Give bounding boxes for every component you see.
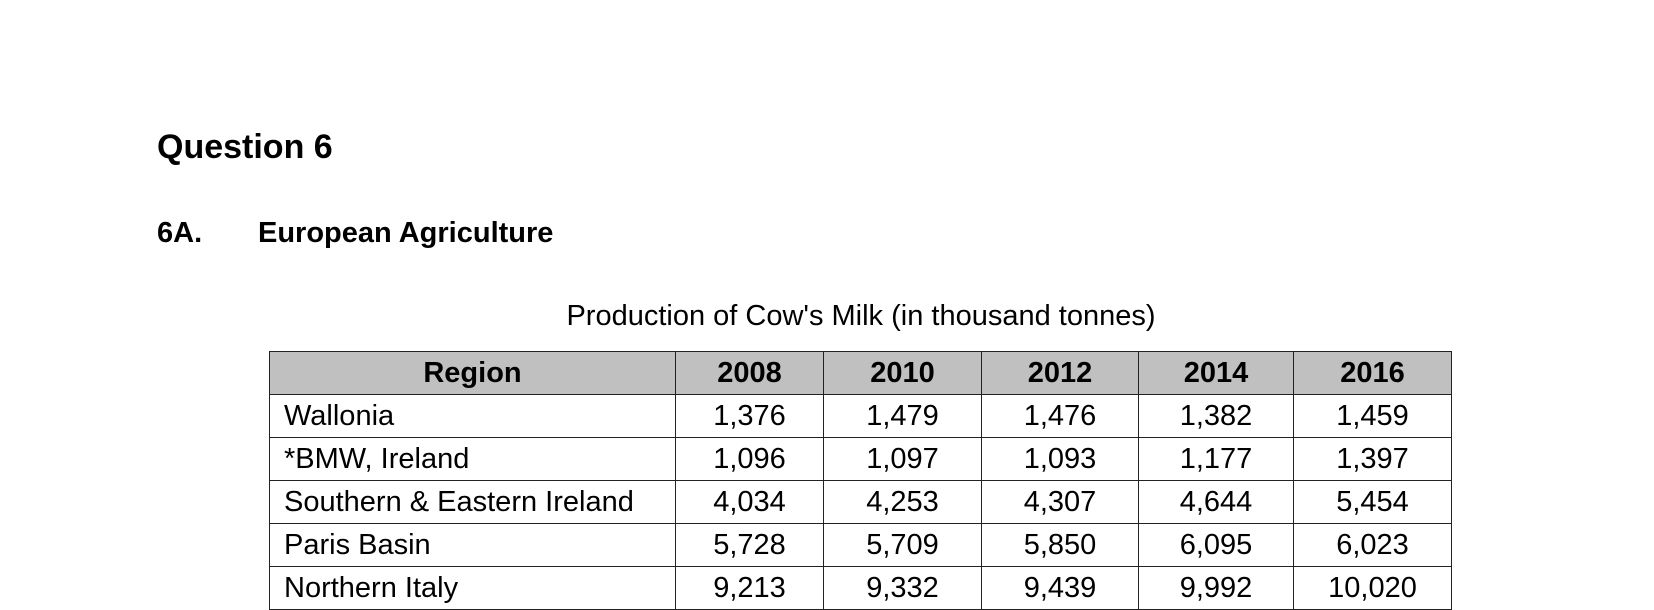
column-header-2016: 2016	[1293, 351, 1452, 395]
value-cell: 4,253	[823, 480, 982, 524]
column-header-2008: 2008	[675, 351, 824, 395]
region-cell: Wallonia	[269, 394, 676, 438]
region-cell: *BMW, Ireland	[269, 437, 676, 481]
table-row: Wallonia 1,376 1,479 1,476 1,382 1,459	[269, 394, 1452, 438]
section-number: 6A.	[157, 217, 203, 249]
table-row: *BMW, Ireland 1,096 1,097 1,093 1,177 1,…	[269, 437, 1452, 481]
section-title: European Agriculture	[258, 217, 554, 249]
value-cell: 1,476	[981, 394, 1139, 438]
milk-production-table: Region 2008 2010 2012 2014 2016 Wallonia…	[269, 351, 1452, 610]
value-cell: 5,728	[675, 523, 824, 567]
column-header-2014: 2014	[1138, 351, 1294, 395]
value-cell: 1,459	[1293, 394, 1452, 438]
table-caption: Production of Cow's Milk (in thousand to…	[566, 300, 1156, 332]
region-cell: Southern & Eastern Ireland	[269, 480, 676, 524]
table-row: Southern & Eastern Ireland 4,034 4,253 4…	[269, 480, 1452, 524]
value-cell: 9,439	[981, 566, 1139, 610]
value-cell: 5,454	[1293, 480, 1452, 524]
value-cell: 1,376	[675, 394, 824, 438]
column-header-region: Region	[269, 351, 676, 395]
value-cell: 9,332	[823, 566, 982, 610]
value-cell: 4,644	[1138, 480, 1294, 524]
value-cell: 1,177	[1138, 437, 1294, 481]
region-cell: Northern Italy	[269, 566, 676, 610]
table-row: Paris Basin 5,728 5,709 5,850 6,095 6,02…	[269, 523, 1452, 567]
question-heading: Question 6	[157, 128, 333, 166]
value-cell: 1,382	[1138, 394, 1294, 438]
value-cell: 1,093	[981, 437, 1139, 481]
value-cell: 9,213	[675, 566, 824, 610]
section-heading: 6A. European Agriculture	[157, 215, 553, 251]
value-cell: 4,307	[981, 480, 1139, 524]
value-cell: 1,097	[823, 437, 982, 481]
table-header-row: Region 2008 2010 2012 2014 2016	[269, 351, 1452, 395]
value-cell: 10,020	[1293, 566, 1452, 610]
value-cell: 5,850	[981, 523, 1139, 567]
value-cell: 6,023	[1293, 523, 1452, 567]
column-header-2012: 2012	[981, 351, 1139, 395]
column-header-2010: 2010	[823, 351, 982, 395]
value-cell: 1,096	[675, 437, 824, 481]
table-row: Northern Italy 9,213 9,332 9,439 9,992 1…	[269, 566, 1452, 610]
region-cell: Paris Basin	[269, 523, 676, 567]
value-cell: 4,034	[675, 480, 824, 524]
value-cell: 6,095	[1138, 523, 1294, 567]
value-cell: 9,992	[1138, 566, 1294, 610]
value-cell: 5,709	[823, 523, 982, 567]
value-cell: 1,397	[1293, 437, 1452, 481]
value-cell: 1,479	[823, 394, 982, 438]
